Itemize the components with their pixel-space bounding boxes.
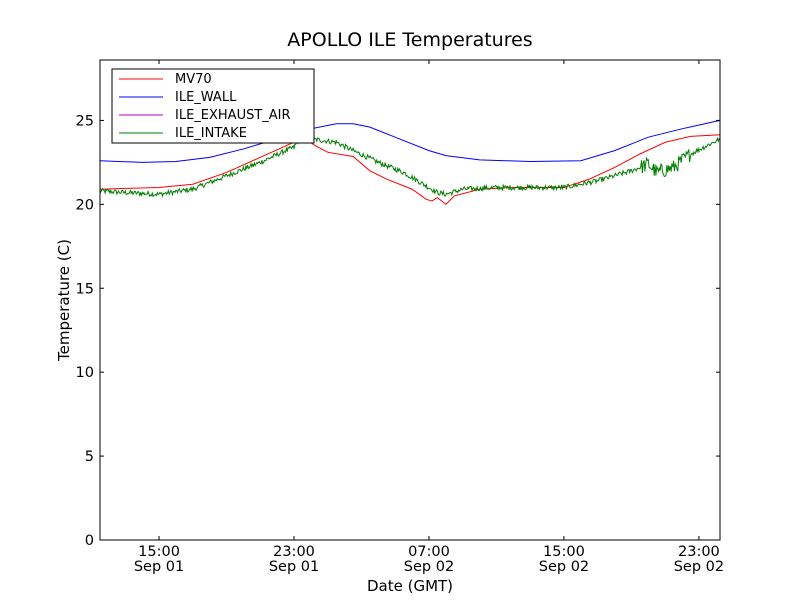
x-tick-label-time: 15:00 (543, 544, 585, 560)
x-tick-label-date: Sep 01 (269, 559, 319, 575)
y-tick-label: 25 (76, 113, 94, 129)
x-tick-label-time: 23:00 (273, 544, 315, 560)
legend-label: ILE_WALL (175, 90, 237, 105)
plot-frame (99, 59, 721, 541)
legend-label: ILE_INTAKE (175, 126, 247, 141)
series-line-mv70 (99, 134, 721, 206)
x-tick-label-date: Sep 01 (134, 559, 184, 575)
legend: MV70 ILE_WALL ILE_EXHAUST_AIR ILE_INTAKE (111, 68, 315, 144)
series-layer (99, 119, 721, 206)
y-tick-label: 20 (76, 197, 94, 213)
x-tick-label-date: Sep 02 (404, 559, 454, 575)
legend-label: ILE_EXHAUST_AIR (175, 108, 291, 123)
y-axis-label: Temperature (C) (55, 239, 73, 362)
x-axis-label: Date (GMT) (367, 577, 453, 595)
x-tick-label-date: Sep 02 (674, 559, 724, 575)
x-tick-label-time: 07:00 (408, 544, 450, 560)
y-tick-label: 5 (85, 449, 94, 465)
series-line-ile-wall (99, 119, 721, 163)
legend-label: MV70 (175, 72, 212, 87)
legend-box (111, 68, 315, 144)
y-tick-label: 0 (85, 533, 94, 549)
x-tick-label-time: 15:00 (138, 544, 180, 560)
y-tick-label: 15 (76, 281, 94, 297)
series-line-ile-intake (99, 135, 721, 199)
chart-title: APOLLO ILE Temperatures (287, 29, 532, 51)
y-tick-label: 10 (76, 365, 94, 381)
x-tick-label-time: 23:00 (678, 544, 720, 560)
x-tick-label-date: Sep 02 (539, 559, 589, 575)
